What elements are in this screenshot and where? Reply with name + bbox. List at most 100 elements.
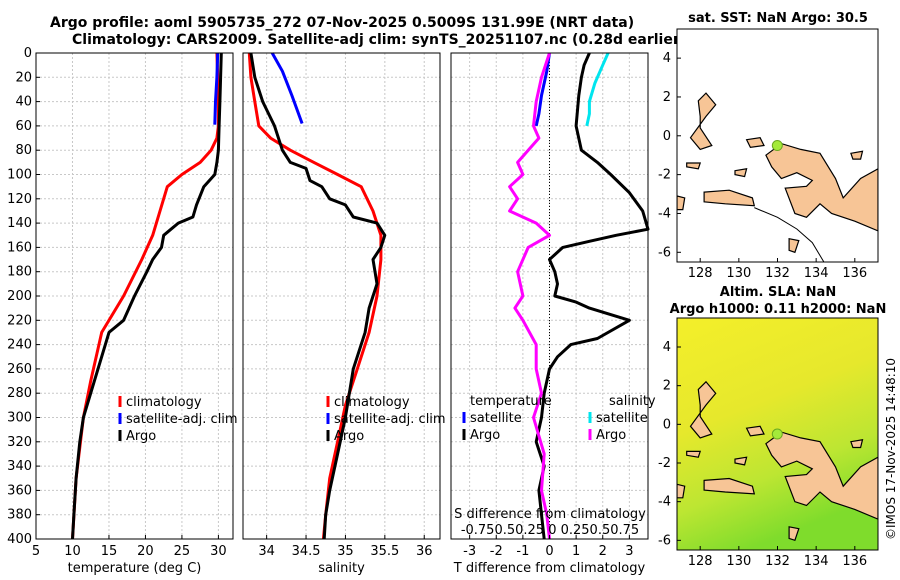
legend-label: Argo [334, 429, 364, 444]
x-tick-label: -1 [516, 544, 529, 559]
legend-label: satellite [596, 411, 648, 426]
y-tick-label: 200 [7, 289, 32, 304]
legend-title-temperature: temperature [470, 394, 552, 409]
x-tick-label: 136 [842, 554, 867, 569]
buru-land [677, 483, 686, 499]
sla-map-title-2: Argo h1000: 0.11 h2000: NaN [670, 302, 887, 317]
series-temperature-argo [534, 52, 650, 540]
x-tick-label: 34.5 [292, 544, 321, 559]
y-tick-label: 140 [7, 216, 32, 231]
x-tick-label: 10 [64, 544, 81, 559]
x-tick-label: 25 [174, 544, 191, 559]
x-tick-label: -2 [490, 544, 503, 559]
x-axis-label: salinity [318, 561, 365, 576]
legend-label: satellite [470, 411, 522, 426]
waigeo-land [745, 425, 765, 437]
x-tick-label: 0 [545, 544, 553, 559]
coast-line [754, 207, 825, 262]
legend-label: satellite-adj. clim [334, 412, 446, 427]
obi-land [686, 162, 702, 170]
y-tick-label: 4 [663, 51, 671, 66]
secondary-axis-label: S difference from climatology [454, 507, 646, 522]
x-tick-label: 130 [726, 554, 751, 569]
series-satellite-adj-clim [213, 52, 220, 125]
x-tick-label: 20 [137, 544, 154, 559]
series-argo [71, 52, 223, 540]
x-tick-label: 136 [842, 266, 867, 281]
x-tick-label: 35.5 [370, 544, 399, 559]
title-line-1: Argo profile: aoml 5905735_272 07-Nov-20… [50, 15, 635, 31]
sst-map-title: sat. SST: NaN Argo: 30.5 [688, 11, 868, 26]
x-tick-label: 130 [726, 266, 751, 281]
title-line-2: Climatology: CARS2009. Satellite-adj cli… [72, 32, 687, 48]
x-tick-label: 128 [688, 554, 713, 569]
y-tick-label: 300 [7, 411, 32, 426]
argo-location-marker [771, 140, 783, 152]
y-tick-label: 280 [7, 386, 32, 401]
kai-land [788, 237, 800, 254]
y-tick-label: 80 [15, 143, 32, 158]
x-tick-label: 3 [625, 544, 633, 559]
y-tick-label: 4 [663, 340, 671, 355]
y-tick-label: 120 [7, 192, 32, 207]
y-tick-label: 20 [15, 70, 32, 85]
series-temperature-satellite [534, 52, 551, 127]
series-salinity-satellite [585, 52, 610, 127]
x-axis-label: temperature (deg C) [68, 561, 202, 576]
legend-label: Argo [126, 429, 156, 444]
misool-land [734, 168, 748, 178]
legend-label: climatology [126, 395, 202, 410]
y-tick-label: -4 [658, 495, 671, 510]
misool-land [734, 456, 748, 466]
temperature-panel [35, 52, 234, 540]
y-tick-label: 380 [7, 508, 32, 523]
y-tick-label: 400 [7, 532, 32, 547]
y-tick-label: -2 [658, 168, 671, 183]
x-axis-label: T difference from climatology [453, 561, 646, 576]
seram-land [703, 477, 756, 495]
map-area [677, 318, 878, 550]
x-tick-label: 1 [572, 544, 580, 559]
legend-label: Argo [596, 428, 626, 443]
halmahera-land [689, 92, 717, 151]
y-tick-label: 0 [663, 417, 671, 432]
y-tick-label: 160 [7, 240, 32, 255]
y-tick-label: 340 [7, 459, 32, 474]
y-tick-label: -2 [658, 456, 671, 471]
series-satellite-adj-clim [270, 52, 304, 125]
sla_map-panel [676, 317, 879, 551]
y-tick-label: 240 [7, 338, 32, 353]
series-argo [249, 52, 387, 540]
y-tick-label: 0 [24, 46, 32, 61]
x-tick-label: 5 [32, 544, 40, 559]
x-tick-label: 132 [765, 554, 790, 569]
y-tick-label: 0 [663, 129, 671, 144]
x-tick-label: 2 [599, 544, 607, 559]
seram-land [703, 189, 756, 207]
y-tick-label: 260 [7, 362, 32, 377]
y-tick-label: 2 [663, 379, 671, 394]
obi-land [686, 450, 702, 458]
difference-panel [450, 52, 650, 540]
y-tick-label: -6 [658, 245, 671, 260]
x-tick-label: 35 [337, 544, 354, 559]
biak-land [850, 150, 864, 160]
legend-label: satellite-adj. clim [126, 412, 238, 427]
axes-frame [242, 52, 441, 540]
legend-label: climatology [334, 395, 410, 410]
secondary-axis-ticks: -0.750.50.25 0 0.250.50.75 [461, 523, 639, 538]
buru-land [677, 195, 686, 211]
y-tick-label: -6 [658, 533, 671, 548]
x-tick-label: 134 [804, 554, 829, 569]
x-tick-label: 34 [258, 544, 275, 559]
sst_map-panel [676, 28, 879, 263]
y-tick-label: 320 [7, 435, 32, 450]
y-tick-label: 2 [663, 90, 671, 105]
new-guinea-land [765, 142, 878, 232]
y-tick-label: 180 [7, 265, 32, 280]
biak-land [850, 439, 864, 449]
argo-location-marker [771, 428, 783, 440]
imos-signature: ©IMOS 17-Nov-2025 14:48:10 [884, 357, 898, 540]
series-salinity-argo [508, 52, 551, 540]
